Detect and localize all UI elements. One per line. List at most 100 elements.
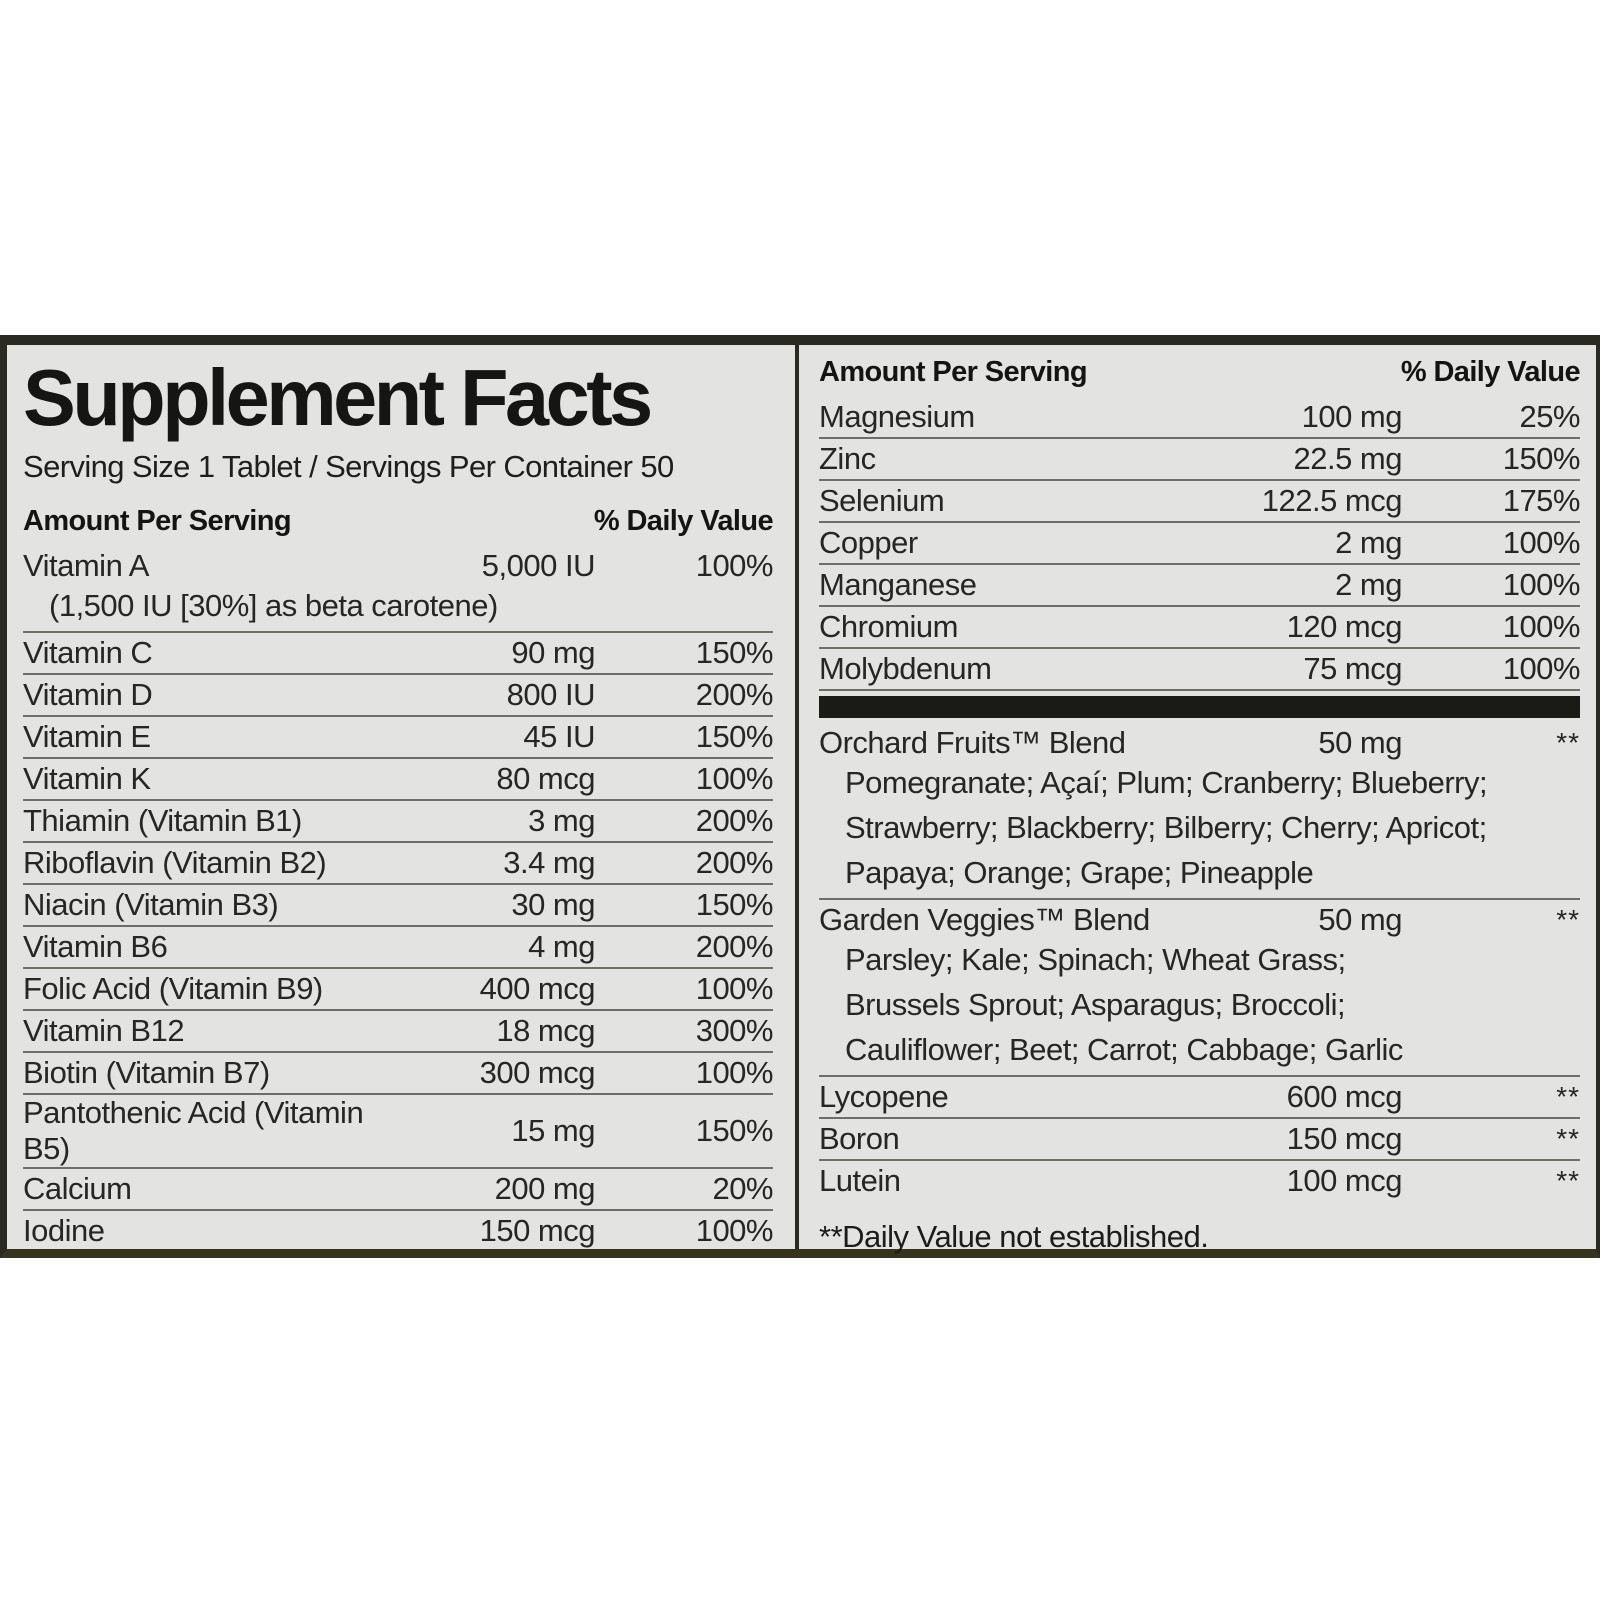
table-row: Vitamin C 90 mg 150% — [23, 633, 774, 676]
table-row: Vitamin A 5,000 IU 100% (1,500 IU [30%] as … — [23, 546, 774, 634]
nutrient-amount: 100 mg — [1301, 399, 1403, 434]
left-table-header: Amount Per Serving % Daily Value — [23, 496, 774, 546]
nutrient-amount: 50 mg — [1318, 902, 1402, 937]
nutrient-name: Molybdenum — [819, 651, 992, 686]
nutrient-daily-value: ** — [1556, 1165, 1580, 1196]
nutrient-daily-value: 200% — [695, 929, 774, 965]
nutrient-amount: 22.5 mg — [1293, 441, 1402, 476]
table-row: Vitamin B6 4 mg 200% — [23, 927, 774, 970]
nutrient-amount: 600 mcg — [1286, 1079, 1403, 1114]
nutrient-daily-value: 100% — [695, 548, 774, 584]
nutrient-daily-value: 25% — [1519, 399, 1580, 434]
nutrient-amount: 800 IU — [506, 677, 596, 713]
nutrient-amount: 150 mcg — [1286, 1121, 1403, 1156]
nutrient-name: Vitamin B12 — [23, 1013, 185, 1049]
blend-ingredients-line: Strawberry; Blackberry; Bilberry; Cherry… — [845, 810, 1487, 845]
blend-ingredients-line: Brussels Sprout; Asparagus; Broccoli; — [845, 987, 1346, 1022]
nutrient-daily-value: 100% — [695, 971, 774, 1007]
table-row: Vitamin E 45 IU 150% — [23, 717, 774, 760]
nutrient-amount: 4 mg — [528, 929, 595, 965]
nutrient-name: Vitamin A — [23, 548, 149, 584]
blend-ingredients-line: Pomegranate; Açaí; Plum; Cranberry; Blue… — [845, 765, 1488, 800]
daily-value-header: % Daily Value — [1400, 356, 1581, 388]
nutrient-daily-value: 175% — [1502, 483, 1581, 518]
nutrient-name: Riboflavin (Vitamin B2) — [23, 845, 327, 881]
table-row: Pantothenic Acid (Vitamin B5) 15 mg 150% — [23, 1095, 774, 1170]
nutrient-name: Vitamin D — [23, 677, 153, 713]
nutrient-name: Manganese — [819, 567, 977, 602]
table-row: Garden Veggies™ Blend 50 mg ** Parsley; Kal… — [819, 900, 1580, 1077]
blend-ingredients-line: Parsley; Kale; Spinach; Wheat Grass; — [845, 942, 1346, 977]
nutrient-name: Zinc — [819, 441, 876, 476]
amount-per-serving-header: Amount Per Serving — [819, 356, 1088, 388]
nutrient-name: Iodine — [23, 1213, 105, 1249]
nutrient-name: Chromium — [819, 609, 958, 644]
nutrient-name: Magnesium — [819, 399, 975, 434]
amount-per-serving-header: Amount Per Serving — [23, 505, 292, 538]
table-row: Thiamin (Vitamin B1) 3 mg 200% — [23, 801, 774, 844]
table-row: Orchard Fruits™ Blend 50 mg ** Pomegranate;… — [819, 723, 1580, 900]
nutrient-amount: 15 mg — [511, 1113, 595, 1149]
table-row: Magnesium 100 mg 25% — [819, 397, 1581, 439]
nutrient-amount: 150 mcg — [479, 1213, 596, 1249]
table-row: Chromium 120 mcg 100% — [819, 607, 1581, 649]
nutrient-amount: 5,000 IU — [481, 548, 596, 584]
table-row: Copper 2 mg 100% — [819, 523, 1581, 565]
section-divider-bar — [819, 696, 1580, 718]
serving-info: Serving Size 1 Tablet / Servings Per Con… — [23, 449, 674, 485]
nutrient-amount: 120 mcg — [1286, 609, 1403, 644]
nutrient-daily-value: ** — [1556, 1081, 1580, 1112]
nutrient-amount: 50 mg — [1318, 725, 1402, 760]
nutrient-amount: 400 mcg — [479, 971, 596, 1007]
nutrient-amount: 3.4 mg — [503, 845, 595, 881]
nutrient-name: Selenium — [819, 483, 945, 518]
table-row: Niacin (Vitamin B3) 30 mg 150% — [23, 885, 774, 928]
nutrient-daily-value: 150% — [1502, 441, 1581, 476]
nutrient-amount: 2 mg — [1335, 567, 1402, 602]
left-table-rows: Vitamin A 5,000 IU 100% (1,500 IU [30%] as … — [23, 546, 774, 1251]
label-title: Supplement Facts — [23, 353, 653, 442]
nutrient-amount: 100 mcg — [1286, 1163, 1403, 1198]
nutrient-name: Boron — [819, 1121, 900, 1156]
nutrient-daily-value: 150% — [695, 719, 774, 755]
table-row: Boron 150 mcg ** — [819, 1119, 1580, 1161]
supplement-facts-label: Supplement Facts Serving Size 1 Tablet /… — [0, 335, 1600, 1258]
table-row: Molybdenum 75 mcg 100% — [819, 649, 1581, 691]
right-column: Amount Per Serving % Daily Value Magnesi… — [799, 345, 1596, 1254]
nutrient-amount: 18 mcg — [496, 1013, 595, 1049]
nutrient-name: Vitamin E — [23, 719, 151, 755]
nutrient-daily-value: 100% — [695, 1055, 774, 1091]
nutrient-daily-value: 100% — [1502, 567, 1581, 602]
right-table-header: Amount Per Serving % Daily Value — [819, 347, 1581, 397]
nutrient-daily-value: 150% — [695, 1113, 774, 1149]
table-row: Vitamin B12 18 mcg 300% — [23, 1011, 774, 1054]
nutrient-amount: 30 mg — [511, 887, 595, 923]
column-divider — [795, 345, 799, 1249]
table-row: Vitamin K 80 mcg 100% — [23, 759, 774, 802]
nutrient-daily-value: 200% — [695, 845, 774, 881]
table-row: Iodine 150 mcg 100% — [23, 1211, 774, 1251]
nutrient-daily-value: ** — [1556, 904, 1580, 935]
table-row: Lutein 100 mcg ** — [819, 1161, 1580, 1201]
nutrient-name: Folic Acid (Vitamin B9) — [23, 971, 323, 1007]
nutrient-daily-value: 300% — [695, 1013, 774, 1049]
nutrient-daily-value: 100% — [695, 1213, 774, 1249]
nutrient-daily-value: 100% — [1502, 651, 1581, 686]
nutrient-name: Niacin (Vitamin B3) — [23, 887, 279, 923]
nutrient-name: Thiamin (Vitamin B1) — [23, 803, 302, 839]
nutrient-amount: 90 mg — [511, 635, 595, 671]
table-row: Vitamin D 800 IU 200% — [23, 675, 774, 718]
daily-value-header: % Daily Value — [593, 505, 774, 538]
nutrient-amount: 3 mg — [528, 803, 595, 839]
nutrient-name: Copper — [819, 525, 918, 560]
nutrient-daily-value: 200% — [695, 803, 774, 839]
table-row: Selenium 122.5 mcg 175% — [819, 481, 1581, 523]
nutrient-name: Orchard Fruits™ Blend — [819, 725, 1126, 760]
nutrient-amount: 45 IU — [523, 719, 595, 755]
left-column: Supplement Facts Serving Size 1 Tablet /… — [7, 345, 795, 1249]
nutrient-amount: 2 mg — [1335, 525, 1402, 560]
nutrient-name: Vitamin B6 — [23, 929, 168, 965]
nutrient-daily-value: ** — [1556, 1123, 1580, 1154]
table-row: Calcium 200 mg 20% — [23, 1169, 774, 1212]
